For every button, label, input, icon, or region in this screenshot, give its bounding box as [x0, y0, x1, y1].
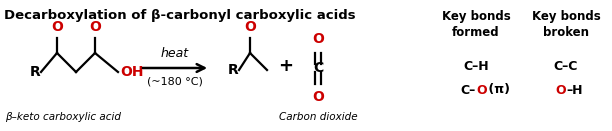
Text: C–C: C–C — [554, 61, 578, 73]
Text: R: R — [29, 65, 40, 79]
Text: O: O — [312, 32, 324, 46]
Text: O: O — [89, 20, 101, 34]
Text: (π): (π) — [484, 83, 510, 97]
Text: –H: –H — [566, 83, 583, 97]
Text: O: O — [312, 90, 324, 104]
Text: O: O — [51, 20, 63, 34]
Text: C: C — [313, 61, 323, 75]
Text: Decarboxylation of β-carbonyl carboxylic acids: Decarboxylation of β-carbonyl carboxylic… — [4, 9, 356, 22]
Text: O: O — [476, 83, 487, 97]
Text: +: + — [278, 57, 294, 75]
Text: R: R — [228, 63, 239, 77]
Text: OH: OH — [120, 65, 143, 79]
Text: C–H: C–H — [463, 61, 489, 73]
Text: Key bonds
formed: Key bonds formed — [442, 10, 510, 39]
Text: Key bonds
broken: Key bonds broken — [532, 10, 600, 39]
Text: C–: C– — [461, 83, 476, 97]
Text: O: O — [555, 83, 566, 97]
Text: (~180 °C): (~180 °C) — [147, 77, 203, 87]
Text: Carbon dioxide: Carbon dioxide — [278, 112, 357, 122]
Text: O: O — [244, 20, 256, 34]
Text: heat: heat — [161, 47, 189, 60]
Text: β–keto carboxylic acid: β–keto carboxylic acid — [5, 112, 121, 122]
